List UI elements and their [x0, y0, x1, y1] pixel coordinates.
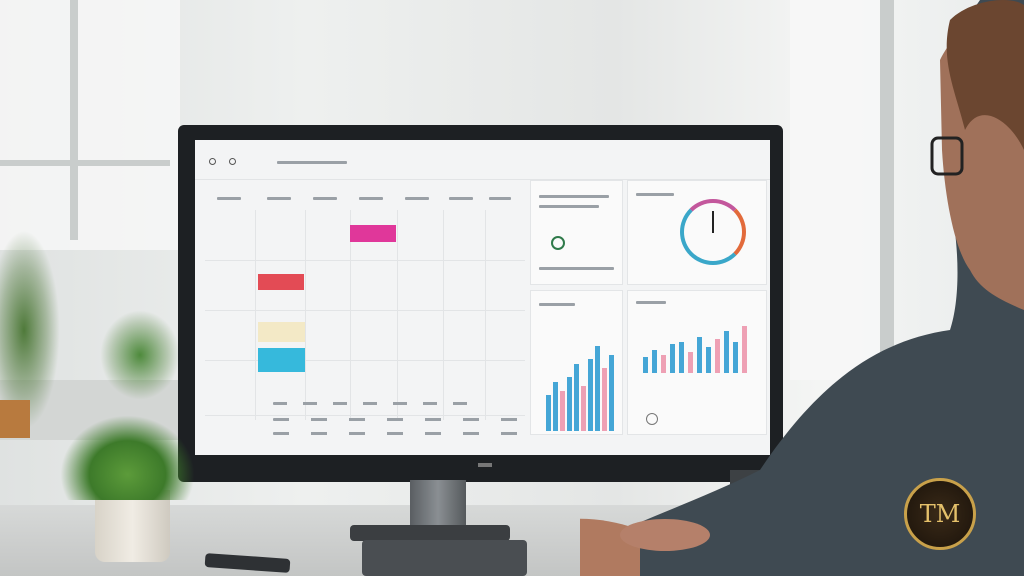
monitor-stand [410, 480, 466, 530]
grid-line [350, 210, 351, 420]
calendar-event[interactable] [258, 274, 304, 290]
gauge-icon [680, 199, 746, 265]
panel-title [636, 193, 674, 196]
info-icon [646, 413, 658, 425]
chart-bar [581, 386, 586, 431]
calendar-grid [195, 180, 525, 455]
chart-bar [697, 336, 702, 373]
chart-bar [643, 357, 648, 373]
grid-line [485, 210, 486, 420]
chart-bar [560, 390, 565, 431]
dashboard-title [277, 161, 347, 164]
chart-bar [567, 377, 572, 431]
window [0, 0, 180, 250]
monitor-base [350, 525, 510, 541]
chart-bar [546, 395, 551, 431]
window-frame [880, 0, 894, 380]
gauge-needle [712, 211, 714, 233]
gauge-panel [627, 180, 767, 285]
chart-bar [588, 359, 593, 431]
column-header [359, 197, 383, 200]
column-header [313, 197, 337, 200]
chart-bar [688, 352, 693, 373]
chart-bar [724, 331, 729, 373]
column-header [217, 197, 241, 200]
search-icon[interactable] [229, 158, 236, 165]
chart-bar [706, 347, 711, 373]
chart-bar [553, 381, 558, 431]
table-row [273, 432, 523, 435]
table-row [273, 402, 473, 405]
monitor-logo-icon [478, 463, 492, 467]
grid-line [205, 360, 525, 361]
panel-text [539, 195, 609, 198]
monitor-screen [195, 140, 770, 455]
window [790, 0, 890, 380]
person [580, 0, 1024, 576]
chart-bar [715, 339, 720, 373]
info-panel [530, 180, 623, 285]
plant-pot [0, 400, 30, 438]
panel-title [539, 303, 575, 306]
table-row [273, 418, 523, 421]
watermark-logo: TM [904, 478, 976, 550]
grid-line [255, 210, 256, 420]
bar-chart-icon [546, 341, 616, 431]
status-icon [551, 236, 565, 250]
column-header [489, 197, 511, 200]
chart-bar [652, 349, 657, 373]
grid-line [305, 210, 306, 420]
calendar-event[interactable] [258, 348, 305, 372]
chart-bar [670, 344, 675, 373]
background-plant [100, 310, 180, 400]
menu-icon[interactable] [209, 158, 216, 165]
grid-line [205, 310, 525, 311]
plant-pot [95, 490, 170, 562]
chart-bar [602, 368, 607, 431]
calendar-event[interactable] [258, 322, 305, 342]
chart-bar [574, 363, 579, 431]
desk-plant [60, 415, 195, 500]
grid-line [443, 210, 444, 420]
chart-bar [661, 354, 666, 373]
background-plant [0, 230, 60, 430]
panel-text [539, 205, 599, 208]
column-header [267, 197, 291, 200]
window-frame [70, 0, 78, 240]
grid-line [397, 210, 398, 420]
chart-bar [609, 354, 614, 431]
chart-bar [733, 341, 738, 373]
chart-bar [679, 341, 684, 373]
calendar-event[interactable] [350, 225, 396, 242]
window-frame [0, 160, 170, 166]
keyboard [362, 540, 527, 576]
column-header [449, 197, 473, 200]
panel-text [539, 267, 614, 270]
panel-title [636, 301, 666, 304]
bar-chart-panel [627, 290, 767, 435]
dashboard-header [195, 140, 770, 180]
bar-chart-icon [643, 321, 758, 373]
chart-bar [595, 345, 600, 431]
column-header [405, 197, 429, 200]
bar-chart-panel [530, 290, 623, 435]
chart-bar [742, 326, 747, 373]
grid-line [205, 260, 525, 261]
grid-line [205, 415, 525, 416]
